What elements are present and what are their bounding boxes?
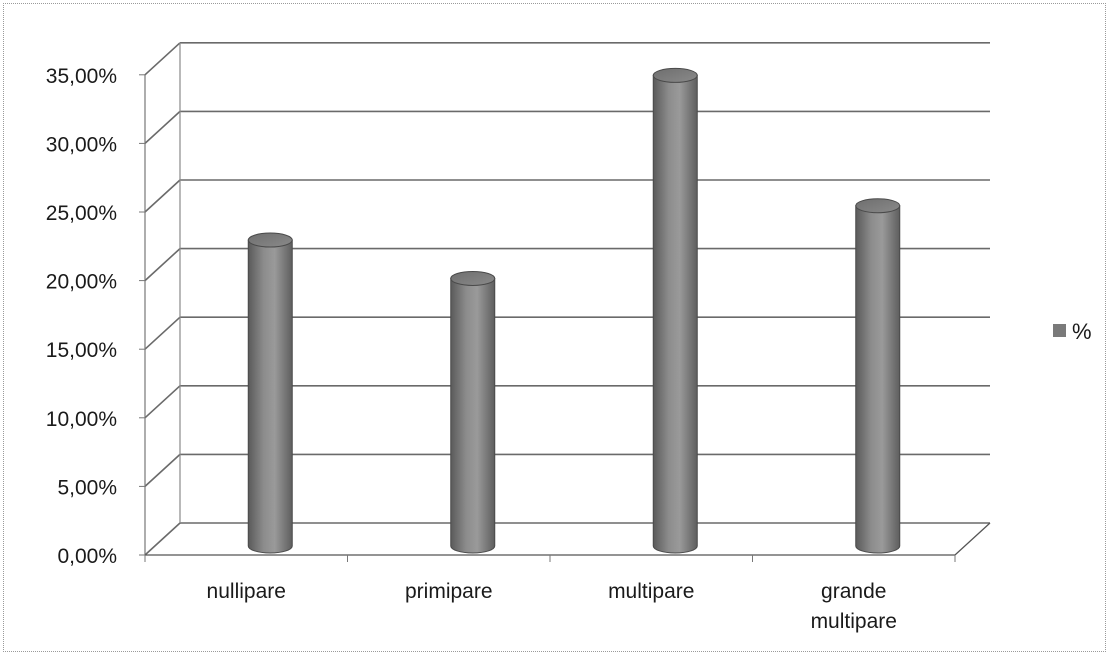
side-wall-line xyxy=(144,385,181,419)
x-tick-label: nullipare xyxy=(207,580,286,603)
bar-cap xyxy=(652,67,698,83)
bar-cap xyxy=(855,198,901,214)
bar xyxy=(652,67,698,554)
y-tick-labels: 0,00% 5,00% 10,00% 15,00% 20,00% 25,00% 30,00%… xyxy=(46,65,117,568)
bar-body xyxy=(450,277,496,554)
bar-body xyxy=(247,239,293,554)
y-tick-label: 0,00% xyxy=(57,545,117,568)
y-tick-label: 35,00% xyxy=(46,65,117,88)
bar xyxy=(855,198,901,554)
bars xyxy=(247,67,901,554)
x-tick-label: grande xyxy=(821,580,886,603)
side-wall-line xyxy=(144,248,181,282)
y-tick-label: 30,00% xyxy=(46,133,117,156)
y-tick-label: 20,00% xyxy=(46,271,117,294)
bar-cap xyxy=(450,270,496,286)
legend: % xyxy=(1053,319,1092,344)
side-wall-line xyxy=(144,42,181,76)
bar xyxy=(247,232,293,554)
x-tick-label: primipare xyxy=(405,580,493,603)
y-tick-label: 5,00% xyxy=(57,476,117,499)
y-tick-label: 10,00% xyxy=(46,408,117,431)
y-tick-label: 25,00% xyxy=(46,202,117,225)
side-wall-line xyxy=(144,110,181,144)
y-tick-label: 15,00% xyxy=(46,339,117,362)
bar xyxy=(450,270,496,554)
bar-body xyxy=(652,74,698,554)
side-wall-line xyxy=(144,522,181,556)
gridlines xyxy=(144,41,990,556)
legend-swatch xyxy=(1053,324,1066,337)
legend-label: % xyxy=(1072,319,1092,344)
bar-cap xyxy=(247,232,293,248)
bar-body xyxy=(855,205,901,554)
x-tick-label: multipare xyxy=(608,580,694,603)
side-wall-line xyxy=(144,453,181,487)
x-tick-label: multipare xyxy=(811,610,897,633)
axes xyxy=(139,42,991,562)
x-tick-labels: nullipare primipare multipare grande multipa… xyxy=(207,580,897,633)
side-wall-line xyxy=(144,316,181,350)
side-wall-line xyxy=(144,179,181,213)
